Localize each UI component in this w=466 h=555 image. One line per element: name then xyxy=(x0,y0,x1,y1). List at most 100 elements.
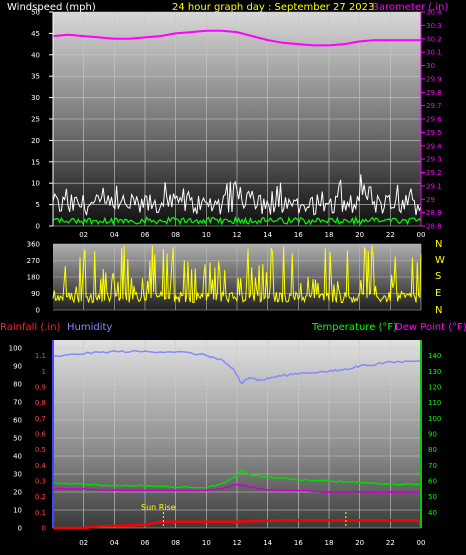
barometer-tick-label: 30.4 xyxy=(426,9,442,17)
wind-tick-label: 20 xyxy=(31,137,40,145)
tick-labels: 0510152025303540455028.828.92929.129.229… xyxy=(9,9,443,548)
barometer-tick-label: 29.2 xyxy=(426,169,442,177)
barometer-axis-label: Barometer (.in) xyxy=(372,2,448,13)
wind-x-tick-label: 10 xyxy=(202,231,211,239)
barometer-tick-label: 29.9 xyxy=(426,75,442,83)
wind-x-tick-label: 08 xyxy=(171,231,180,239)
dir-label-n-top: N xyxy=(435,239,442,250)
wind-x-tick-label: 04 xyxy=(110,231,119,239)
humidity-tick-label: 100 xyxy=(9,345,22,353)
graph-title: 24 hour graph day : September 27 2023 xyxy=(172,2,374,13)
temp-x-tick-label: 02 xyxy=(79,539,88,547)
wind-x-tick-label: 00 xyxy=(417,231,426,239)
temp-x-tick-label: 10 xyxy=(202,539,211,547)
rainfall-tick-label: 0.4 xyxy=(35,462,47,470)
dewpoint-line xyxy=(52,483,422,494)
temperature-tick-label: 90 xyxy=(428,431,437,439)
humidity-tick-label: 60 xyxy=(13,417,22,425)
windspeed-series xyxy=(52,174,422,216)
windspeed-line xyxy=(52,174,422,216)
direction-tick-label: 90 xyxy=(31,290,40,298)
barometer-tick-label: 30.3 xyxy=(426,22,442,30)
temperature-line xyxy=(52,468,422,489)
wind-tick-label: 25 xyxy=(31,116,40,124)
wind-x-tick-label: 18 xyxy=(325,231,334,239)
rainfall-tick-label: 0.6 xyxy=(35,431,47,439)
humidity-line xyxy=(52,349,422,385)
temperature-tick-label: 120 xyxy=(428,384,441,392)
grid-lines xyxy=(53,11,422,529)
rainfall-tick-label: 0.2 xyxy=(35,493,46,501)
dewpoint-series xyxy=(52,483,422,494)
barometer-tick-label: 29.6 xyxy=(426,116,442,124)
temperature-tick-label: 40 xyxy=(428,509,437,517)
temperature-tick-label: 70 xyxy=(428,462,437,470)
wind-direction-line xyxy=(52,245,422,304)
dir-label-e: E xyxy=(435,288,441,299)
rainfall-tick-label: 0 xyxy=(42,525,46,533)
humidity-tick-label: 70 xyxy=(13,399,22,407)
windgust-series xyxy=(52,215,422,226)
humidity-tick-label: 80 xyxy=(13,381,22,389)
wind-x-tick-label: 22 xyxy=(386,231,395,239)
wind-tick-label: 45 xyxy=(31,30,40,38)
barometer-tick-label: 28.9 xyxy=(426,209,442,217)
wind-tick-label: 10 xyxy=(31,180,40,188)
wind-tick-label: 30 xyxy=(31,94,40,102)
humidity-axis-label: Humidity xyxy=(67,322,112,333)
temp-x-tick-label: 06 xyxy=(141,539,150,547)
temperature-tick-label: 80 xyxy=(428,446,437,454)
temperature-tick-label: 50 xyxy=(428,493,437,501)
rainfall-tick-label: 0.9 xyxy=(35,384,46,392)
humidity-tick-label: 30 xyxy=(13,471,22,479)
wind-x-tick-label: 14 xyxy=(263,231,272,239)
humidity-tick-label: 40 xyxy=(13,453,22,461)
temp-x-tick-label: 18 xyxy=(325,539,334,547)
direction-tick-label: 0 xyxy=(36,307,40,315)
barometer-line xyxy=(52,29,421,47)
humidity-series xyxy=(52,349,422,385)
wind-x-tick-label: 02 xyxy=(79,231,88,239)
wind-tick-label: 50 xyxy=(31,9,40,17)
temperature-tick-label: 130 xyxy=(428,368,441,376)
wind-tick-label: 35 xyxy=(31,73,40,81)
direction-tick-label: 360 xyxy=(27,241,40,249)
rainfall-tick-label: 0.8 xyxy=(35,399,46,407)
temp-x-tick-label: 08 xyxy=(171,539,180,547)
temperature-tick-label: 60 xyxy=(428,478,437,486)
humidity-tick-label: 0 xyxy=(18,525,22,533)
rainfall-tick-label: 1.1 xyxy=(35,352,46,360)
windgust-line xyxy=(52,215,422,226)
barometer-tick-label: 29 xyxy=(426,196,435,204)
temp-x-tick-label: 00 xyxy=(417,539,426,547)
rainfall-tick-label: 0.7 xyxy=(35,415,46,423)
sun-markers xyxy=(162,512,347,528)
rainfall-tick-label: 0.5 xyxy=(35,446,46,454)
humidity-tick-label: 50 xyxy=(13,435,22,443)
wind-tick-label: 15 xyxy=(31,158,40,166)
direction-tick-label: 180 xyxy=(27,274,40,282)
temperature-tick-label: 140 xyxy=(428,352,441,360)
wind-x-tick-label: 12 xyxy=(233,231,242,239)
dewpoint-axis-label: Dew Point (°F) xyxy=(395,322,466,333)
temp-x-tick-label: 04 xyxy=(110,539,119,547)
temp-x-tick-label: 14 xyxy=(263,539,272,547)
barometer-series xyxy=(52,29,421,47)
dir-label-s: S xyxy=(435,271,441,282)
barometer-tick-label: 30.1 xyxy=(426,49,442,57)
humidity-tick-label: 90 xyxy=(13,363,22,371)
temp-x-tick-label: 20 xyxy=(355,539,364,547)
barometer-tick-label: 30.2 xyxy=(426,35,442,43)
dir-label-n-bottom: N xyxy=(435,305,442,316)
wind-tick-label: 5 xyxy=(36,201,40,209)
temperature-tick-label: 110 xyxy=(428,399,441,407)
wind-direction-series xyxy=(52,245,422,304)
rainfall-axis-label: Rainfall (.in) xyxy=(0,322,61,333)
barometer-tick-label: 29.8 xyxy=(426,89,442,97)
sunrise-label: Sun Rise xyxy=(141,503,176,512)
barometer-tick-label: 29.1 xyxy=(426,182,442,190)
temperature-series xyxy=(52,468,422,489)
rainfall-tick-label: 0.3 xyxy=(35,478,46,486)
